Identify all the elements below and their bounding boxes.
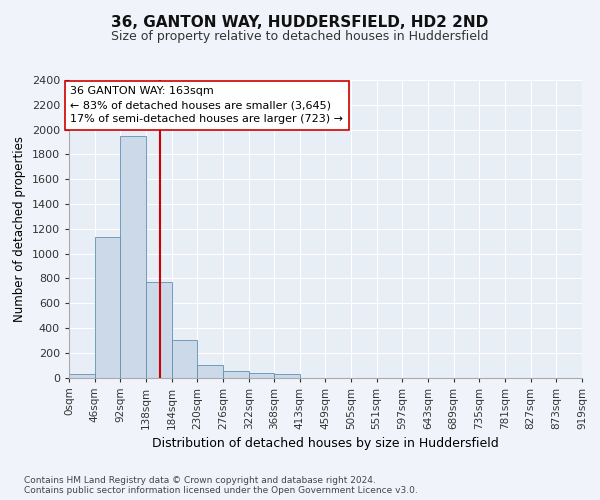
- Text: 36, GANTON WAY, HUDDERSFIELD, HD2 2ND: 36, GANTON WAY, HUDDERSFIELD, HD2 2ND: [112, 15, 488, 30]
- Text: Size of property relative to detached houses in Huddersfield: Size of property relative to detached ho…: [111, 30, 489, 43]
- Bar: [95, 238, 121, 378]
- Bar: [249, 372, 274, 378]
- Text: 36 GANTON WAY: 163sqm
← 83% of detached houses are smaller (3,645)
17% of semi-d: 36 GANTON WAY: 163sqm ← 83% of detached …: [70, 86, 343, 124]
- Text: Contains HM Land Registry data © Crown copyright and database right 2024.
Contai: Contains HM Land Registry data © Crown c…: [24, 476, 418, 495]
- Y-axis label: Number of detached properties: Number of detached properties: [13, 136, 26, 322]
- Bar: [146, 282, 172, 378]
- Bar: [172, 340, 197, 378]
- Bar: [274, 374, 299, 378]
- Bar: [223, 372, 249, 378]
- Bar: [121, 136, 146, 378]
- X-axis label: Distribution of detached houses by size in Huddersfield: Distribution of detached houses by size …: [152, 437, 499, 450]
- Bar: [69, 374, 95, 378]
- Bar: [197, 365, 223, 378]
